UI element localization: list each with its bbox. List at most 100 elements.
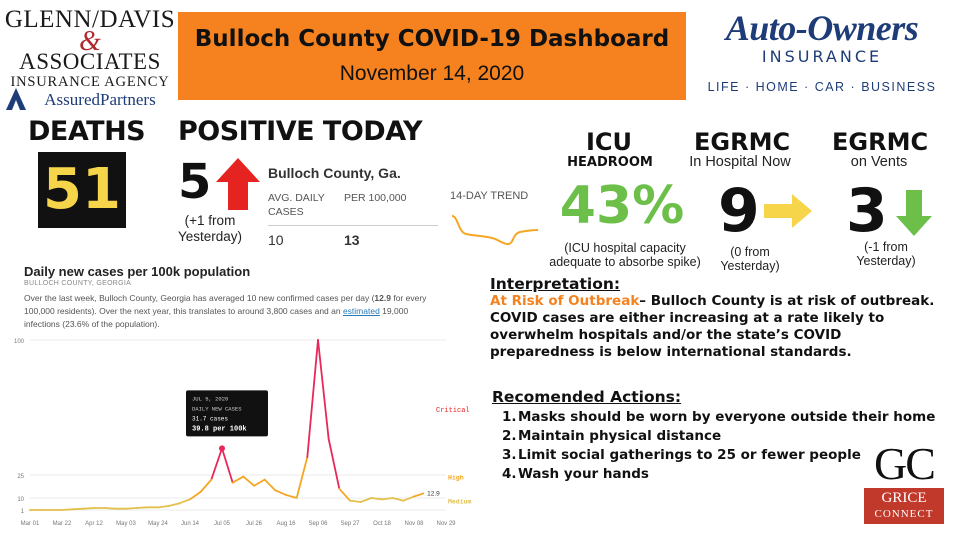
grice-line-1: GRICE [881, 490, 927, 506]
data-point [135, 507, 138, 509]
chart-desc-b: for every 100,000 residents). Over the n… [24, 293, 427, 316]
auto-owners-logo: Auto-Owners INSURANCE LIFE · HOME · CAR … [688, 8, 956, 108]
series-line-segment [82, 507, 95, 510]
positive-value: 5 [178, 154, 212, 210]
data-point [285, 494, 287, 496]
grice-letters: GC [874, 438, 936, 489]
icu-note: (ICU hospital capacity adequate to absor… [549, 241, 701, 269]
grice-line-2: CONNECT [874, 508, 934, 520]
chart-desc-c: 19,000 infections (23.6% of the populati… [24, 306, 409, 329]
deaths-label: DEATHS [28, 116, 146, 147]
tooltip-line: 31.7 cases [192, 415, 228, 422]
icu-sub: HEADROOM [567, 155, 653, 170]
data-point [39, 509, 42, 511]
x-tick-label: May 03 [116, 521, 136, 527]
series-line-segment [221, 447, 234, 484]
series-line-segment [327, 438, 341, 490]
x-tick-label: Jul 05 [214, 521, 231, 527]
action-text: Wash your hands [518, 466, 649, 482]
egrmc-hospital-value: 9 [718, 176, 760, 246]
series-line-segment [253, 478, 266, 487]
county-table: Bulloch County, Ga. AVG. DAILY CASES PER… [268, 165, 438, 248]
series-line-segment [413, 492, 425, 498]
series-line-segment [306, 339, 319, 458]
action-item: 4. Wash your hands [502, 466, 649, 482]
x-tick-label: Oct 18 [373, 521, 391, 527]
zone-high-label: High [448, 475, 464, 482]
series-line-segment [71, 507, 85, 511]
x-tick-label: Jul 26 [246, 521, 263, 527]
series-line-segment [295, 456, 309, 499]
series-line-segment [338, 487, 351, 502]
egrmc-hospital-note: (0 from Yesterday) [720, 245, 780, 273]
county-table-title: Bulloch County, Ga. [268, 165, 401, 181]
chart-title: Daily new cases per 100k population [24, 264, 251, 279]
data-point [381, 498, 383, 501]
series-line-segment [103, 507, 117, 510]
page-date: November 14, 2020 [339, 62, 525, 85]
data-point [199, 490, 202, 493]
series-line-segment [285, 494, 298, 499]
x-tick-label: Mar 01 [21, 521, 40, 527]
series-line-segment [263, 478, 277, 492]
data-point [50, 509, 53, 511]
series-line-segment [370, 497, 383, 501]
data-point [295, 497, 298, 499]
data-point [114, 507, 117, 510]
estimated-link[interactable]: estimated [342, 306, 380, 316]
data-point [189, 498, 191, 501]
data-point [327, 438, 330, 440]
icu-label: ICU [585, 128, 633, 156]
x-tick-label: Sep 27 [340, 521, 360, 527]
logo-ampersand: & [79, 26, 101, 57]
positive-label: POSITIVE TODAY [178, 116, 423, 147]
data-point [242, 475, 245, 478]
x-tick-label: Nov 08 [404, 521, 424, 527]
series-line-segment [231, 475, 245, 484]
data-point [422, 492, 425, 495]
data-point [391, 497, 394, 499]
egrmc-vents-label: EGRMC [832, 128, 929, 156]
tooltip-line: DAILY NEW CASES [192, 405, 242, 412]
data-point [103, 507, 106, 509]
grice-connect-logo: GC GRICE CONNECT [862, 438, 946, 524]
tooltip-line: JUL 5, 2020 [192, 395, 228, 402]
egrmc-vents-sub: on Vents [850, 154, 908, 170]
data-point [167, 505, 170, 507]
data-point [306, 456, 309, 458]
y-tick-label: 25 [17, 474, 24, 480]
interpretation-panel: Interpretation: At Risk of Outbreak– Bul… [490, 276, 950, 361]
data-point [359, 501, 362, 503]
logo-line-1: GLENN/DAVIS [4, 6, 176, 33]
trend-sparkline [451, 215, 539, 246]
icu-value: 43% [559, 176, 685, 236]
chart-desc-a: Over the last week, Bulloch County, Geor… [24, 293, 375, 303]
data-point [29, 509, 31, 511]
egrmc-vents-note: (-1 from Yesterday) [856, 240, 916, 268]
data-point [263, 478, 266, 481]
logo-line-4: AssuredPartners [44, 90, 156, 109]
series-line-segment [391, 497, 405, 502]
series-line-segment [61, 508, 74, 511]
zone-medium-label: Medium [448, 498, 472, 505]
data-point [349, 499, 351, 502]
col-per-100k: PER 100,000 [344, 192, 407, 204]
y-tick-label: 1 [21, 509, 25, 515]
action-text: Maintain physical distance [518, 428, 722, 444]
page-title: Bulloch County COVID-19 Dashboard [194, 26, 670, 52]
action-item: 2. Maintain physical distance [502, 428, 722, 444]
series-line-segment [157, 505, 170, 509]
series-line-segment [189, 490, 202, 501]
data-point [370, 497, 373, 499]
x-tick-label: Aug 16 [276, 521, 296, 527]
data-point [274, 489, 277, 492]
data-point [413, 495, 415, 498]
series-line-segment [402, 495, 415, 502]
actions-panel: Recomended Actions: 1. Masks should be wo… [492, 388, 952, 484]
action-text: Limit social gatherings to 25 or fewer p… [518, 447, 861, 463]
x-tick-label: Nov 29 [436, 521, 456, 527]
auto-owners-sub: INSURANCE [761, 47, 883, 66]
series-line-segment [317, 339, 330, 440]
data-point [61, 509, 63, 511]
deaths-value: 51 [38, 152, 126, 228]
